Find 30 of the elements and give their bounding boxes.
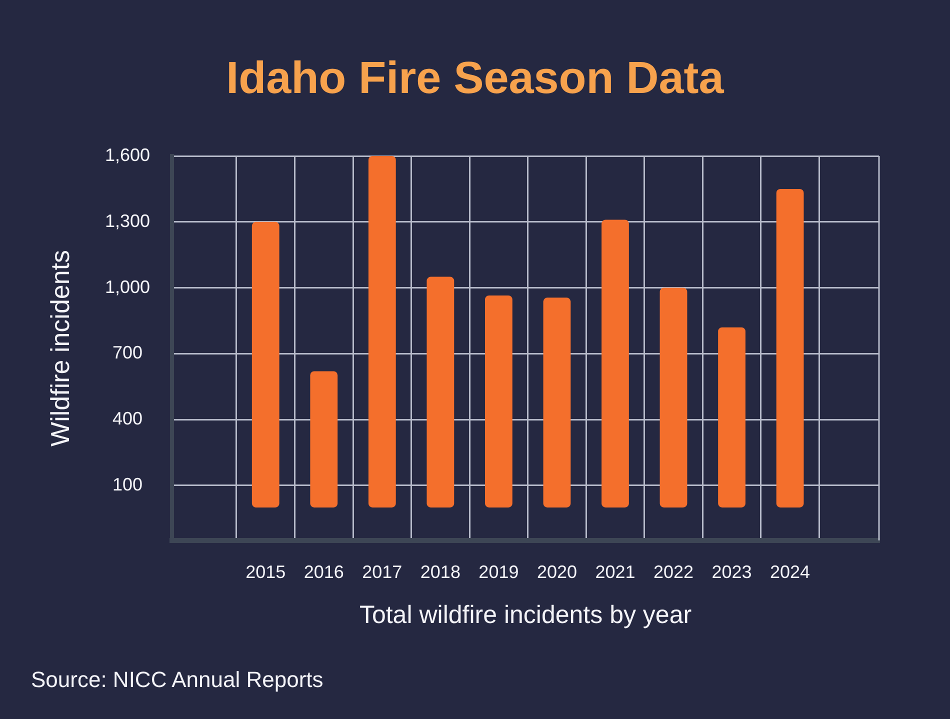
x-tick-label: 2018 — [420, 562, 460, 582]
x-tick-label: 2022 — [653, 562, 694, 582]
x-axis-title: Total wildfire incidents by year — [359, 600, 692, 629]
x-tick-label: 2015 — [246, 562, 286, 582]
bar — [426, 276, 454, 508]
y-tick-label: 400 — [112, 408, 142, 429]
y-tick-label: 1,600 — [104, 144, 150, 165]
y-tick-label: 700 — [112, 342, 142, 363]
source-note: Source: NICC Annual Reports — [31, 666, 324, 694]
x-tick-label: 2016 — [304, 562, 344, 582]
bar — [310, 371, 338, 508]
x-tick-label: 2021 — [595, 562, 636, 582]
chart-title: Idaho Fire Season Data — [226, 52, 724, 103]
x-tick-label: 2020 — [536, 562, 577, 582]
bar — [368, 156, 396, 508]
bar — [543, 298, 571, 508]
y-axis-title: Wildfire incidents — [44, 250, 75, 446]
bar — [660, 288, 688, 508]
x-tick-label: 2023 — [712, 562, 752, 582]
y-tick-label: 100 — [112, 474, 142, 494]
bar — [252, 222, 280, 508]
bar — [718, 327, 746, 508]
x-tick-label: 2024 — [770, 562, 810, 582]
bar — [776, 188, 804, 508]
bar — [485, 295, 512, 508]
bar — [602, 220, 629, 508]
y-tick-label: 1,300 — [104, 210, 150, 231]
x-tick-label: 2017 — [362, 562, 402, 582]
x-tick-label: 2019 — [478, 562, 519, 582]
y-tick-label: 1,000 — [104, 276, 150, 297]
